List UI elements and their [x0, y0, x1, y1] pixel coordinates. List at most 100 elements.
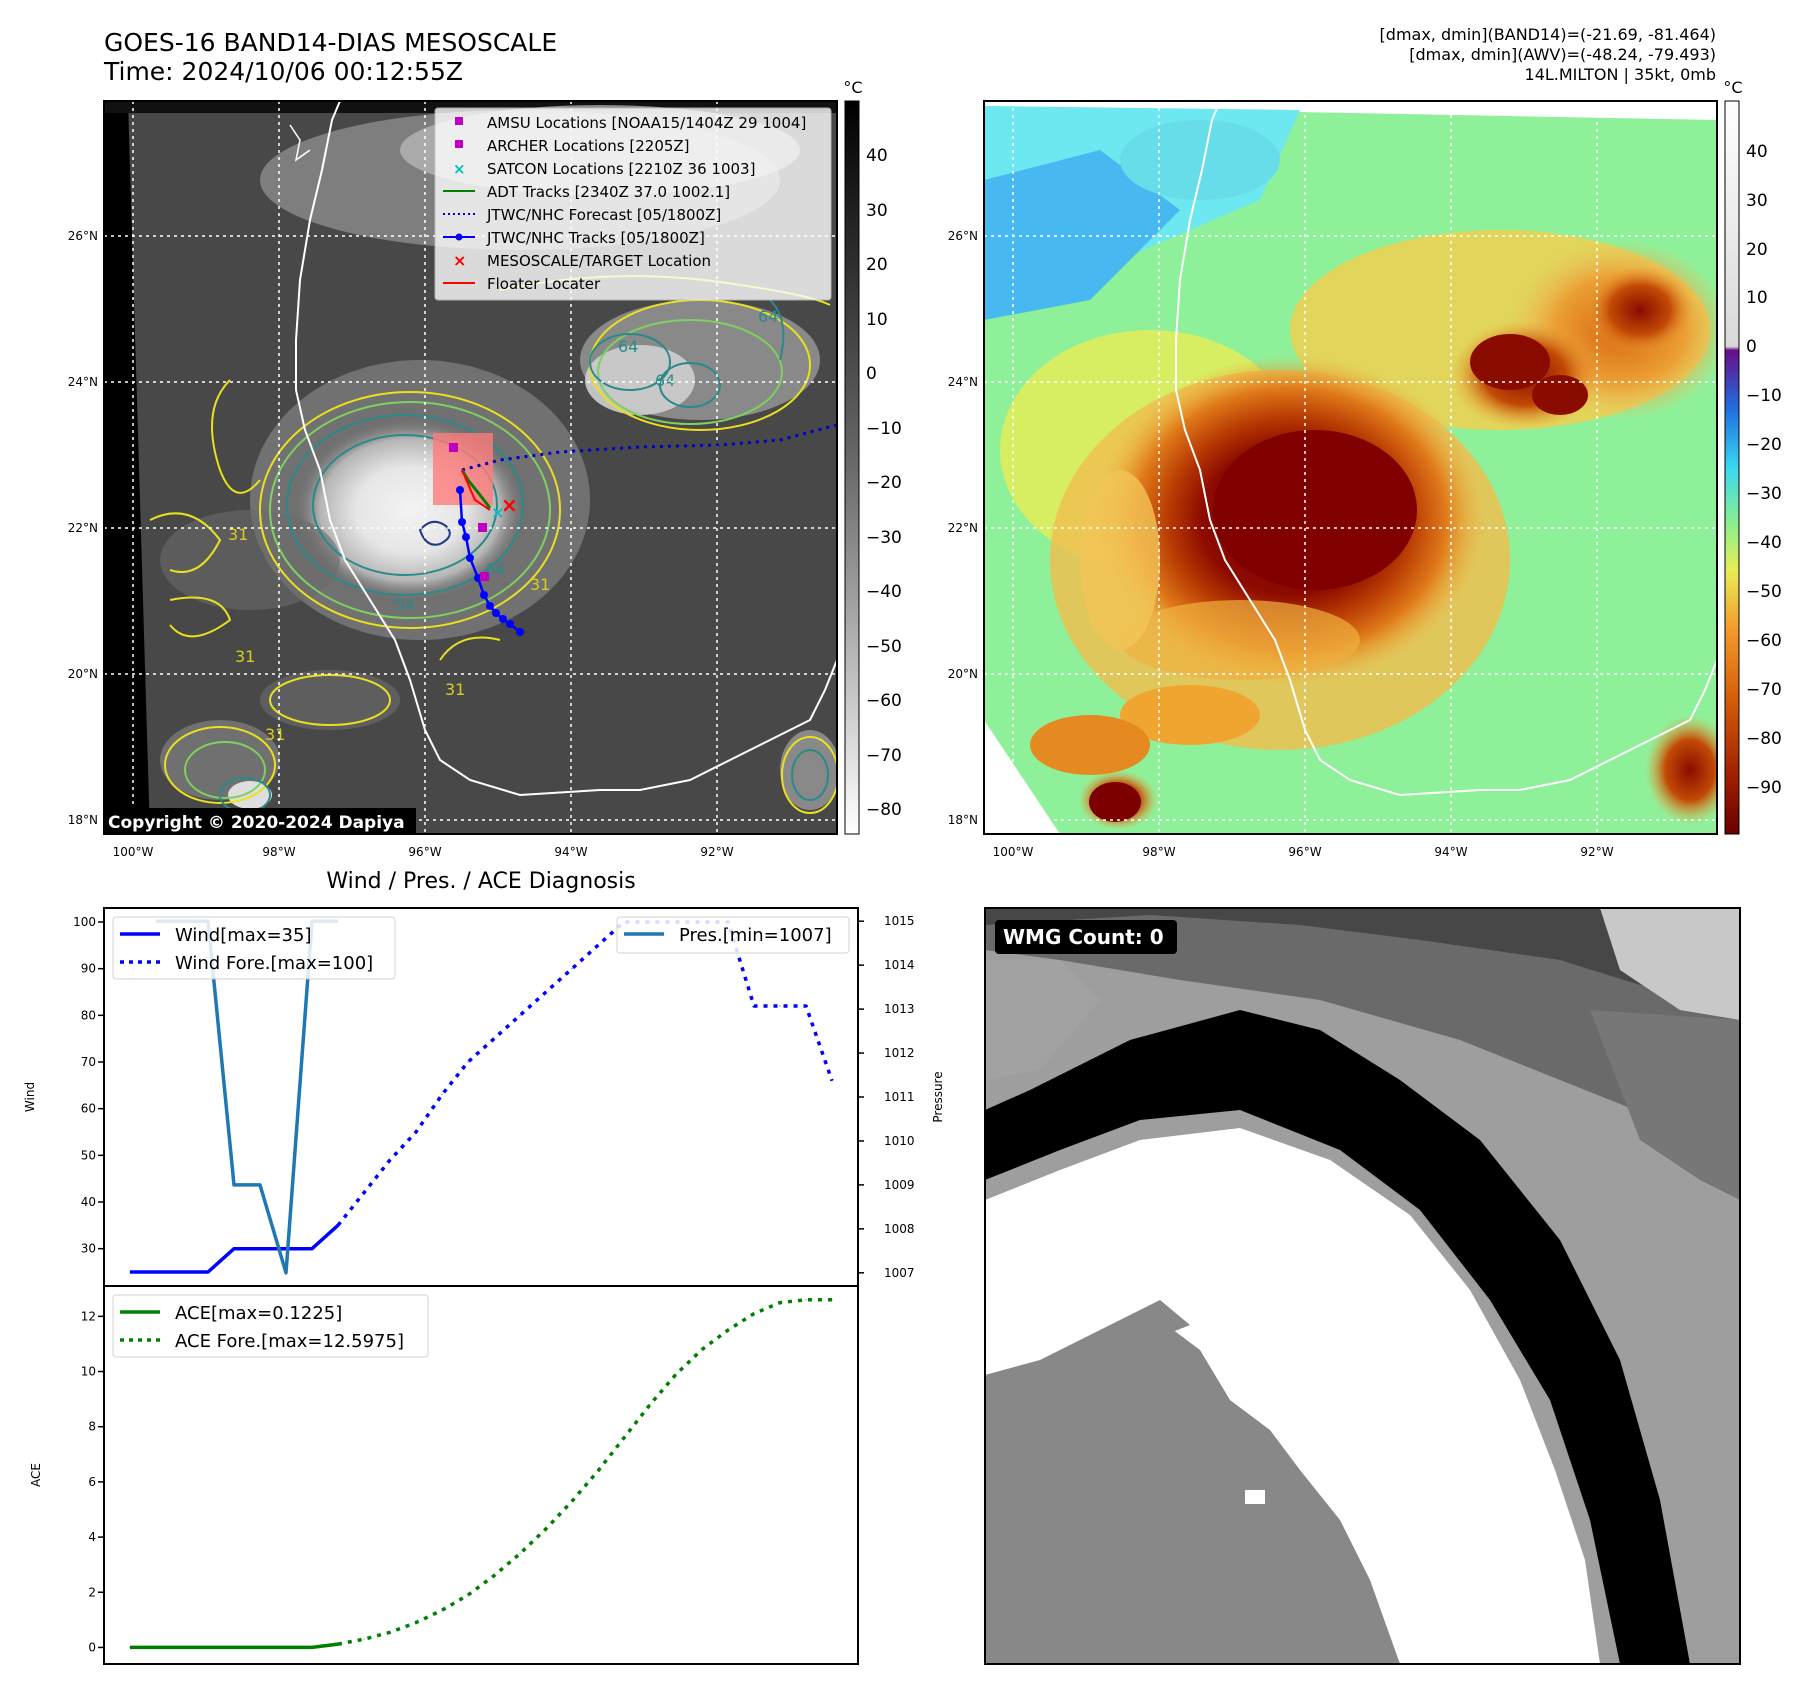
- svg-text:−60: −60: [1746, 631, 1782, 651]
- data-point: [311, 1248, 313, 1250]
- data-point: [467, 1594, 469, 1596]
- svg-text:×: ×: [453, 160, 466, 178]
- svg-text:30: 30: [1746, 191, 1768, 211]
- ir-colorbar-unit: °C: [843, 78, 862, 97]
- data-point: [675, 1373, 677, 1375]
- pressure-ylabel: Pressure: [931, 1071, 945, 1122]
- data-point: [233, 1184, 235, 1186]
- data-point: [571, 968, 573, 970]
- y-tick-label: 6: [88, 1475, 96, 1489]
- svg-text:20: 20: [866, 255, 888, 275]
- data-point: [519, 1014, 521, 1016]
- data-point: [779, 1005, 781, 1007]
- legend-track: JTWC/NHC Tracks [05/1800Z]: [486, 229, 705, 247]
- y-tick-label: 1007: [884, 1266, 915, 1280]
- info-storm: 14L.MILTON | 35kt, 0mb: [1525, 65, 1716, 84]
- data-point: [415, 1622, 417, 1624]
- data-point: [467, 1061, 469, 1063]
- wmg-count: WMG Count: 0: [1003, 925, 1164, 949]
- data-point: [545, 1528, 547, 1530]
- target-marker: ×: [501, 493, 518, 517]
- data-point: [337, 1224, 339, 1226]
- lat-tick: 24°N: [948, 375, 978, 389]
- lon-tick: 98°W: [1142, 845, 1175, 859]
- contour-label: 64: [485, 560, 505, 579]
- data-point: [363, 1192, 365, 1194]
- series-line-ace-fore: [337, 1298, 832, 1646]
- lon-tick: 100°W: [993, 845, 1034, 859]
- contour-label: 54: [395, 595, 415, 614]
- lon-tick: 96°W: [408, 845, 441, 859]
- lat-tick: 20°N: [68, 667, 98, 681]
- lat-tick: 18°N: [68, 813, 98, 827]
- legend-ace: ACE[max=0.1225]: [175, 1303, 342, 1324]
- diagnosis-title: Wind / Pres. / ACE Diagnosis: [326, 869, 635, 894]
- legend-ace-forecast: ACE Fore.[max=12.5975]: [175, 1331, 404, 1352]
- contour-label: 31: [445, 680, 465, 699]
- data-point: [493, 1575, 495, 1577]
- data-point: [259, 1248, 261, 1250]
- y-tick-label: 8: [88, 1420, 96, 1434]
- figure-time: Time: 2024/10/06 00:12:55Z: [103, 57, 463, 86]
- contour-label: 64: [618, 337, 638, 356]
- data-point: [441, 1609, 443, 1611]
- y-tick-label: 1011: [884, 1090, 915, 1104]
- contour-label: 31: [235, 647, 255, 666]
- data-point: [389, 1159, 391, 1161]
- lon-tick: 94°W: [1434, 845, 1467, 859]
- awv-colorbar: [1724, 100, 1740, 835]
- svg-text:−80: −80: [866, 800, 902, 820]
- data-point: [753, 1313, 755, 1315]
- lon-tick: 98°W: [262, 845, 295, 859]
- forecast-track: [461, 423, 837, 472]
- data-point: [129, 1646, 131, 1648]
- amsu-marker: [449, 443, 458, 452]
- ir-colorbar-ticks: 40 30 20 10 0 −10 −20 −30 −40 −50 −60 −7…: [866, 146, 902, 820]
- ir-map-panel: 64 64 64 54 64 31 31 31 31 31 41: [104, 101, 837, 834]
- svg-text:40: 40: [1746, 142, 1768, 162]
- awv-colorbar-unit: °C: [1723, 78, 1742, 97]
- y-tick-label: 60: [81, 1102, 96, 1116]
- y-tick-label: 40: [81, 1195, 96, 1209]
- y-tick-label: 80: [81, 1008, 96, 1022]
- lon-tick: 92°W: [700, 845, 733, 859]
- ir-lat-ticks: 26°N 24°N 22°N 20°N 18°N: [68, 229, 98, 827]
- satcon-marker: ×: [491, 503, 504, 522]
- data-point: [571, 1500, 573, 1502]
- lon-tick: 92°W: [1580, 845, 1613, 859]
- lon-tick: 100°W: [113, 845, 154, 859]
- lat-tick: 24°N: [68, 375, 98, 389]
- data-point: [233, 1248, 235, 1250]
- svg-text:−10: −10: [866, 419, 902, 439]
- svg-text:10: 10: [866, 310, 888, 330]
- svg-text:−50: −50: [1746, 582, 1782, 602]
- y-tick-label: 1010: [884, 1134, 915, 1148]
- ir-frame: [103, 100, 838, 835]
- archer-marker: [480, 572, 489, 581]
- archer-marker: [478, 523, 487, 532]
- legend-amsu: AMSU Locations [NOAA15/1404Z 29 1004]: [487, 114, 806, 132]
- data-point: [181, 1646, 183, 1648]
- y-tick-label: 100: [73, 915, 96, 929]
- track-points: [456, 486, 524, 636]
- lon-tick: 94°W: [554, 845, 587, 859]
- lat-tick: 20°N: [948, 667, 978, 681]
- svg-text:×: ×: [453, 251, 466, 270]
- lon-tick: 96°W: [1288, 845, 1321, 859]
- svg-text:0: 0: [1746, 337, 1757, 357]
- contour-label: 31: [530, 575, 550, 594]
- svg-text:−20: −20: [866, 473, 902, 493]
- svg-text:−10: −10: [1746, 386, 1782, 406]
- copyright-label: Copyright © 2020-2024 Dapiya: [108, 813, 405, 833]
- contour-label: 31: [265, 725, 285, 744]
- data-point: [805, 1005, 807, 1007]
- svg-text:−40: −40: [1746, 533, 1782, 553]
- y-tick-label: 70: [81, 1055, 96, 1069]
- data-point: [701, 1348, 703, 1350]
- awv-lat-ticks: 26°N 24°N 22°N 20°N 18°N: [948, 229, 978, 827]
- y-tick-label: 12: [81, 1309, 96, 1323]
- y-tick-label: 0: [88, 1640, 96, 1654]
- legend-adt: ADT Tracks [2340Z 37.0 1002.1]: [487, 183, 730, 201]
- y-tick-label: 10: [81, 1365, 96, 1379]
- data-point: [311, 1646, 313, 1648]
